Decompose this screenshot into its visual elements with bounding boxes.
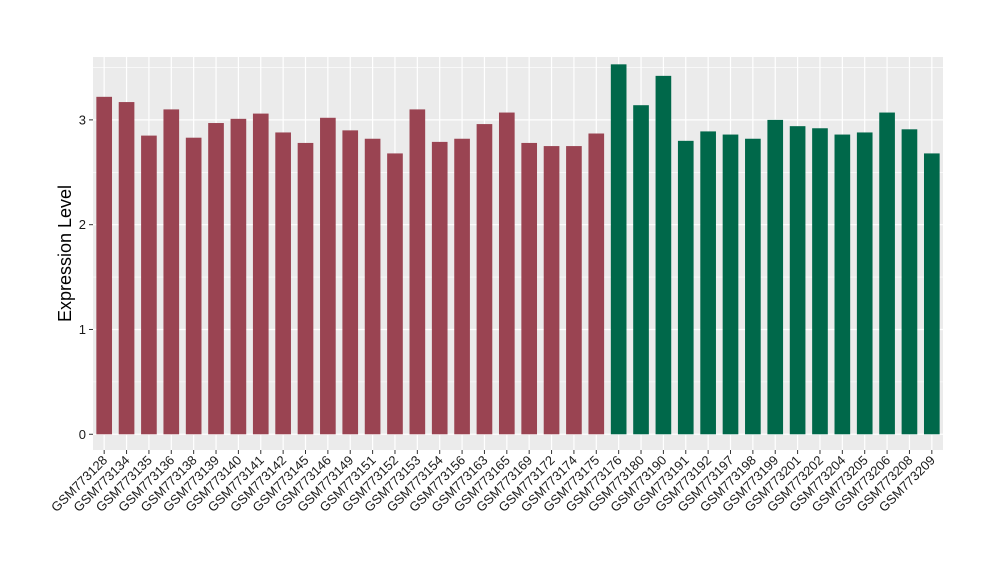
bar-GSM773172 [543,146,560,435]
bar-GSM773165 [498,112,515,435]
bar-GSM773176 [610,64,627,435]
bar-GSM773163 [476,124,493,435]
bar-GSM773198 [745,138,761,435]
bar-GSM773175 [588,133,605,435]
bar-GSM773174 [566,146,582,435]
bar-GSM773142 [275,132,291,435]
bar-GSM773192 [700,131,716,435]
bar-GSM773190 [655,75,672,435]
y-tick-label: 3 [79,112,86,127]
bar-GSM773156 [454,138,470,435]
bar-GSM773139 [208,123,224,435]
bar-GSM773202 [812,128,828,435]
bar-GSM773180 [633,105,649,435]
bar-GSM773152 [387,153,403,435]
y-tick-label: 1 [79,322,86,337]
y-tick-label: 0 [79,427,86,442]
bar-GSM773197 [722,134,739,435]
bar-GSM773153 [409,109,426,435]
y-axis: 0 1 2 3 [79,112,93,442]
bar-GSM773151 [364,138,381,435]
bar-GSM773199 [767,119,784,435]
bar-GSM773146 [320,117,336,435]
bar-GSM773128 [96,96,113,435]
y-tick-label: 2 [79,217,86,232]
bar-GSM773204 [834,134,851,435]
bars [96,64,940,435]
bar-GSM773191 [677,140,694,435]
bar-GSM773136 [163,109,180,435]
bar-GSM773169 [521,142,538,435]
bar-GSM773209 [923,153,940,435]
bar-GSM773149 [342,130,359,435]
bar-GSM773135 [141,135,157,435]
bar-GSM773141 [252,113,269,435]
y-axis-title: Expression Level [55,185,75,322]
bar-GSM773208 [901,129,918,435]
bar-GSM773134 [118,102,135,435]
bar-GSM773206 [879,112,895,435]
bar-GSM773154 [431,141,448,435]
bar-GSM773145 [297,142,314,435]
bar-GSM773201 [789,126,806,435]
bar-GSM773205 [856,132,873,435]
bar-GSM773140 [230,118,247,435]
x-axis: GSM773128GSM773134GSM773135GSM773136GSM7… [48,450,938,515]
bar-GSM773138 [185,137,202,435]
